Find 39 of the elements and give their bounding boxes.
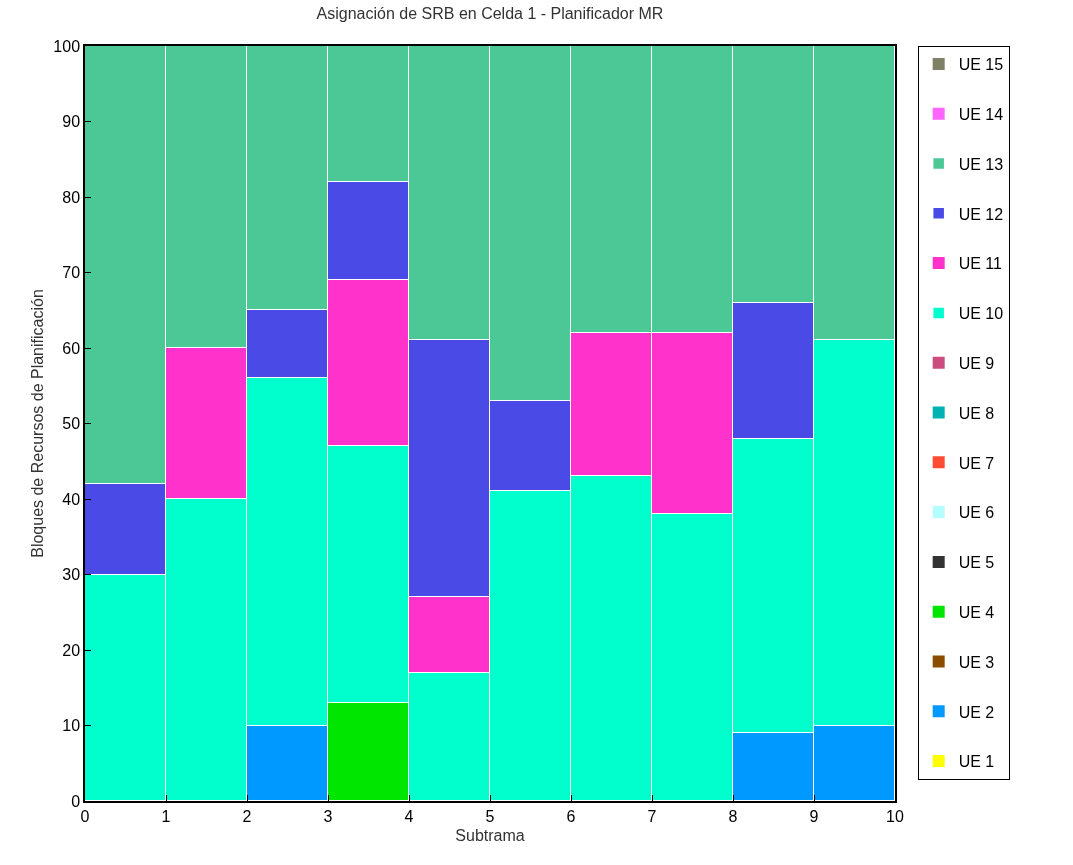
x-tick-label: 6: [566, 807, 576, 825]
y-tick-label: 90: [62, 113, 81, 131]
y-tick-label: 50: [62, 415, 81, 433]
y-tick-label: 100: [53, 37, 81, 55]
x-tick-label: 7: [647, 807, 657, 825]
legend-label: UE 4: [958, 603, 995, 621]
y-tick-label: 60: [62, 339, 81, 357]
x-tick-label: 1: [161, 807, 171, 825]
legend-label: UE 11: [958, 255, 1003, 273]
y-tick-label: 0: [71, 792, 81, 810]
x-axis-title: Subtrama: [455, 827, 525, 845]
chart-title: Asignación de SRB en Celda 1 - Planificador MR: [316, 5, 664, 23]
legend-label: UE 14: [958, 105, 1004, 123]
y-tick-label: 80: [62, 188, 81, 206]
x-tick-label: 2: [242, 807, 252, 825]
x-tick-label: 5: [485, 807, 495, 825]
legend-label: UE 5: [958, 554, 995, 572]
x-tick-label: 8: [728, 807, 738, 825]
legend-label: UE 9: [958, 354, 995, 372]
y-tick-label: 70: [62, 264, 81, 282]
y-tick-label: 20: [62, 641, 81, 659]
y-axis-title: Bloques de Recursos de Planificación: [28, 289, 46, 558]
legend-label: UE 3: [958, 653, 995, 671]
x-tick-label: 10: [886, 807, 904, 825]
y-tick-label: 30: [62, 566, 81, 584]
legend-label: UE 1: [958, 753, 995, 771]
legend-label: UE 13: [958, 155, 1004, 173]
legend-label: UE 12: [958, 205, 1004, 223]
x-tick-label: 4: [404, 807, 414, 825]
y-tick-label: 10: [62, 717, 81, 735]
legend-label: UE 7: [958, 454, 995, 472]
legend-label: UE 2: [958, 703, 995, 721]
x-tick-label: 9: [809, 807, 819, 825]
y-tick-label: 40: [62, 490, 81, 508]
x-tick-label: 3: [323, 807, 333, 825]
legend-label: UE 15: [958, 56, 1004, 74]
legend-label: UE 10: [958, 305, 1004, 323]
legend-label: UE 6: [958, 504, 995, 522]
legend-label: UE 8: [958, 404, 995, 422]
